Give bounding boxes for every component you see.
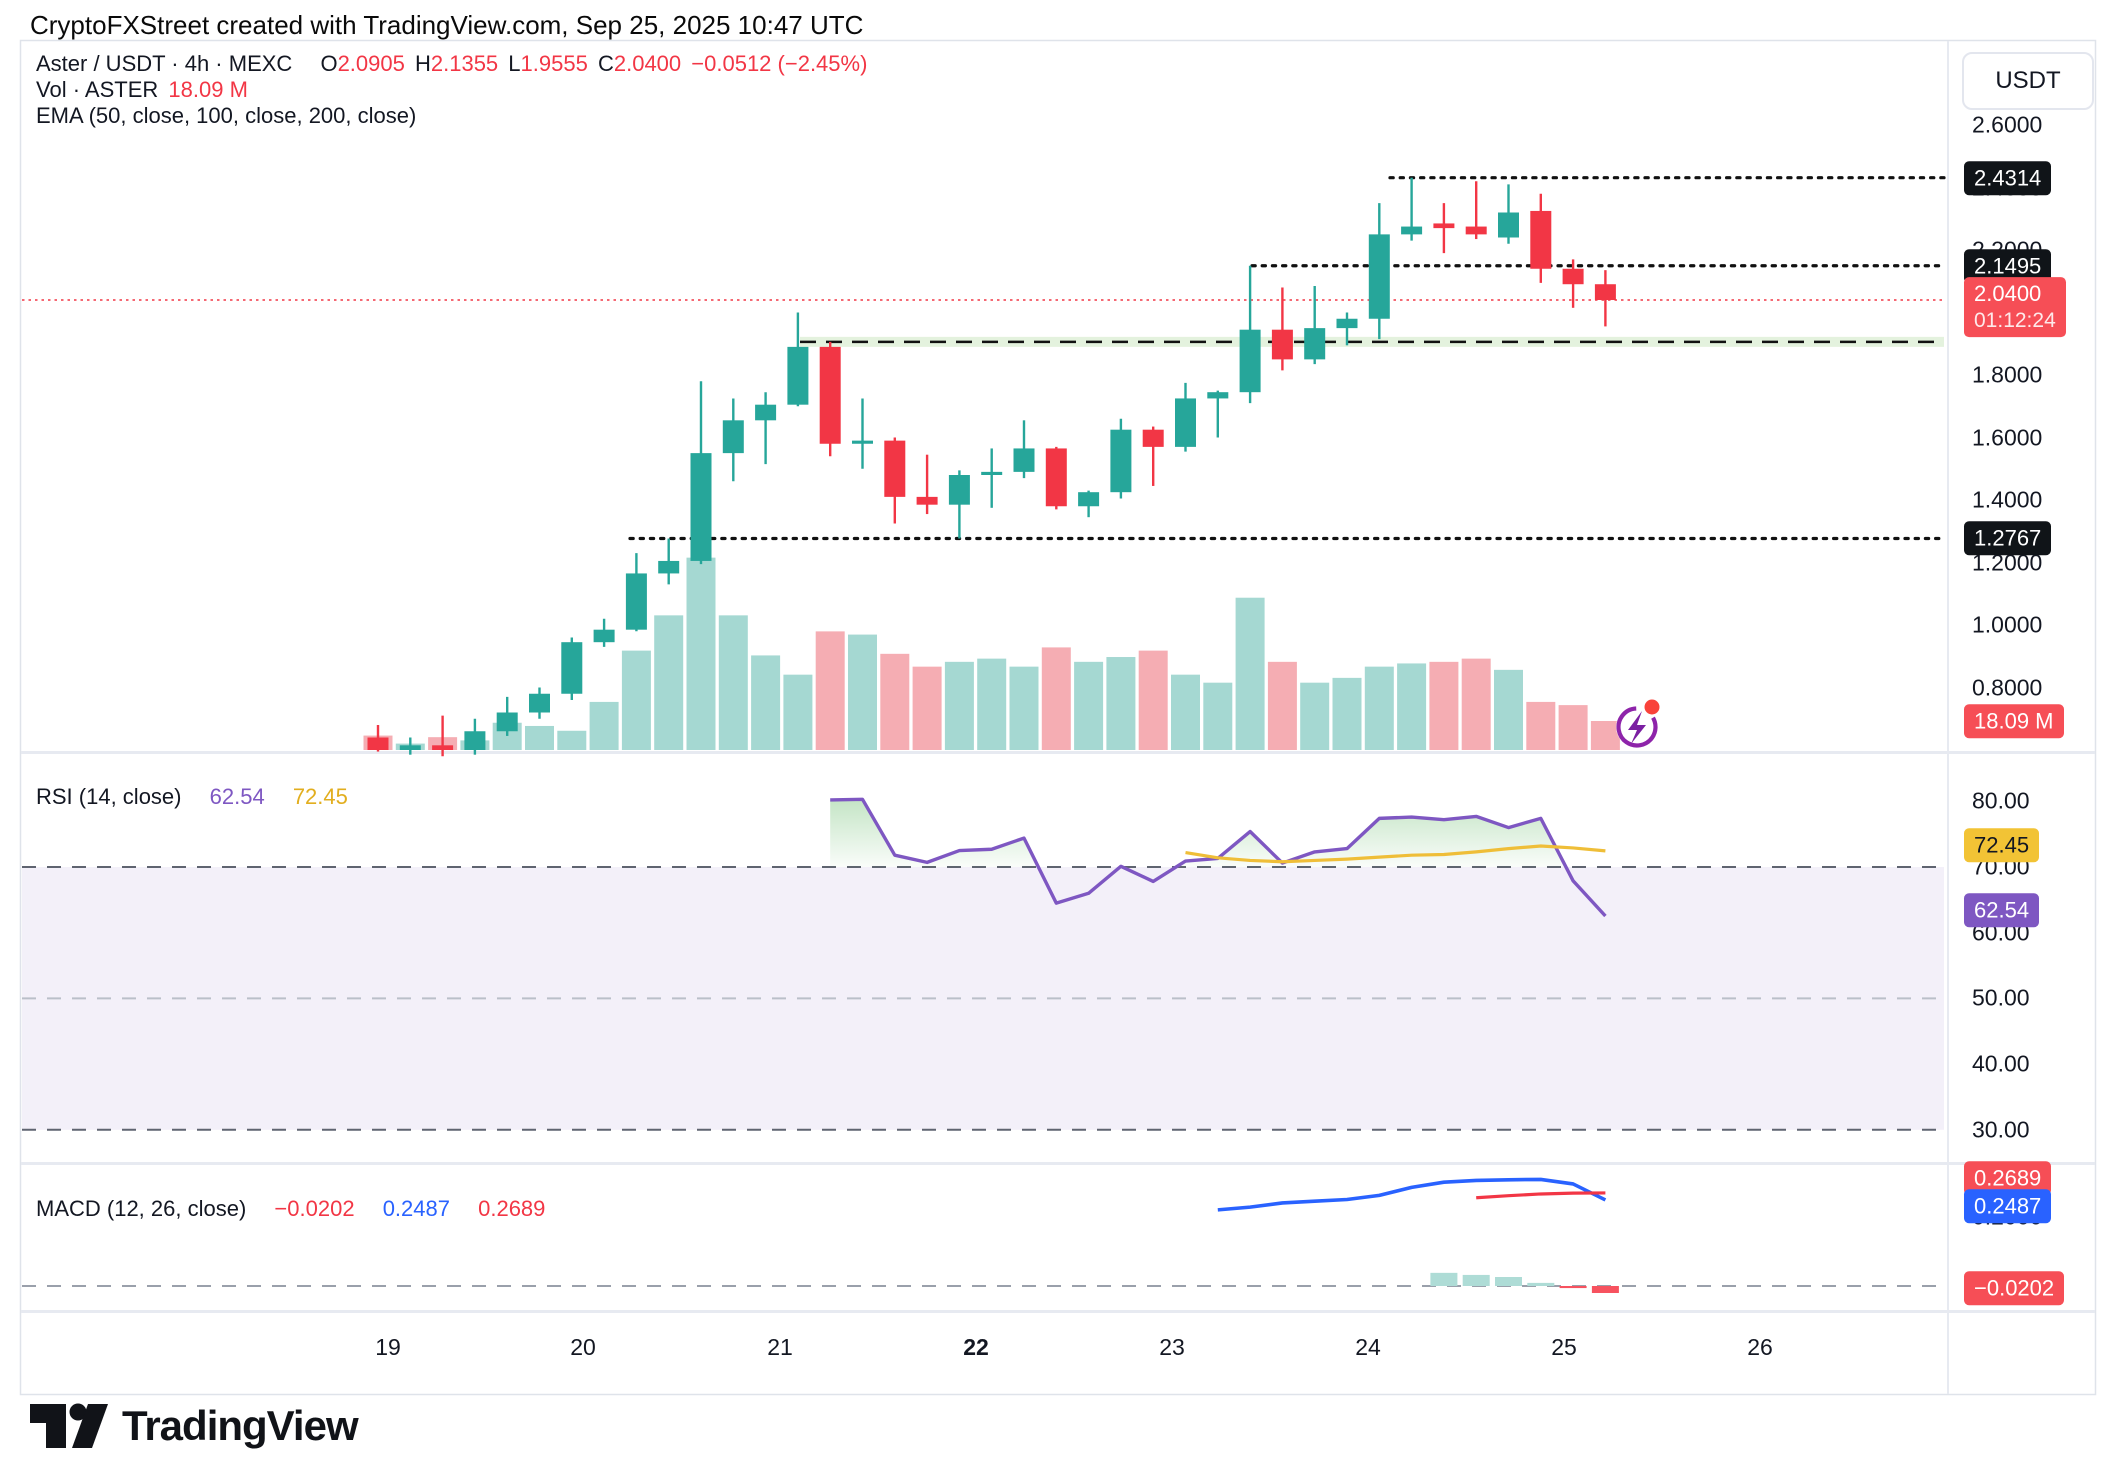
time-axis-tick-26: 26	[1747, 1334, 1773, 1360]
rsi-axis-tick: 80.00	[1972, 787, 2030, 814]
rsi-ma-badge: 72.45	[1964, 828, 2040, 862]
rsi-label: RSI (14, close)	[36, 784, 182, 809]
tradingview-brand-text: TradingView	[122, 1402, 359, 1449]
ema-legend-row: EMA (50, close, 100, close, 200, close)	[36, 103, 420, 129]
change-value: −0.0512 (−2.45%)	[691, 51, 868, 76]
volume-bars	[363, 557, 1620, 750]
tradingview-mark-icon	[30, 1403, 108, 1448]
ohlc-open-label: O	[320, 51, 338, 76]
cryptofxstreet-logo-icon	[1616, 699, 1660, 748]
time-axis-tick-21: 21	[767, 1334, 793, 1360]
price-axis-tick: 1.0000	[1972, 611, 2043, 638]
macd-legend-row: MACD (12, 26, close) −0.0202 0.2487 0.26…	[36, 1196, 549, 1222]
ema-label: EMA (50, close, 100, close, 200, close)	[36, 103, 417, 128]
macd-signal-badge: 0.2689	[1964, 1161, 2052, 1195]
macd-signal-line	[1476, 1191, 1606, 1200]
time-axis-tick-22: 22	[963, 1334, 989, 1360]
price-axis-tick: 0.8000	[1972, 674, 2043, 700]
ohlc-close-value: 2.0400	[613, 51, 682, 76]
last-price-badge: 2.0400 01:12:24	[1964, 277, 2066, 337]
rsi-ma-value: 72.45	[292, 784, 348, 809]
rsi-value: 62.54	[209, 784, 265, 809]
symbol-title: Aster / USDT · 4h · MEXC	[36, 51, 293, 76]
currency-selector-button[interactable]: USDT	[1962, 52, 2094, 110]
time-axis-tick-24: 24	[1355, 1334, 1381, 1360]
ohlc-open-value: 2.0905	[337, 51, 405, 76]
macd-histogram	[1430, 1272, 1619, 1293]
macd-label: MACD (12, 26, close)	[36, 1196, 247, 1221]
ohlc-close-label: C	[597, 51, 614, 76]
volume-value: 18.09 M	[168, 77, 248, 102]
ohlc-low-value: 1.9555	[520, 51, 588, 76]
volume-legend-row: Vol · ASTER 18.09 M	[36, 77, 252, 103]
volume-badge: 18.09 M	[1964, 704, 2064, 738]
price-axis-tick: 1.6000	[1972, 424, 2043, 450]
rsi-axis-tick: 30.00	[1972, 1116, 2030, 1143]
candlestick-series	[367, 177, 1616, 757]
rsi-badge: 62.54	[1964, 893, 2040, 927]
macd-hist-badge: −0.0202	[1964, 1271, 2065, 1305]
support-level-dashed-line	[800, 336, 1944, 347]
price-axis-tick: 2.6000	[1972, 111, 2043, 138]
rsi-axis-tick: 50.00	[1972, 984, 2030, 1011]
macd-signal-value: 0.2689	[478, 1196, 546, 1221]
symbol-legend-row: Aster / USDT · 4h · MEXC O2.0905 H2.1355…	[36, 51, 871, 77]
tradingview-footer-logo: TradingView	[30, 1398, 359, 1454]
rsi-legend-row: RSI (14, close) 62.54 72.45	[36, 784, 352, 810]
bar-countdown: 01:12:24	[1974, 308, 2056, 332]
price-level-badge-high: 2.4314	[1964, 161, 2052, 195]
time-axis-tick-23: 23	[1159, 1334, 1185, 1360]
macd-line-badge: 0.2487	[1964, 1189, 2052, 1223]
ohlc-high-value: 2.1355	[430, 51, 499, 76]
rsi-axis-tick: 40.00	[1972, 1050, 2030, 1077]
attribution-text: CryptoFXStreet created with TradingView.…	[30, 10, 864, 40]
macd-line-value: 0.2487	[382, 1196, 450, 1221]
volume-label: Vol · ASTER	[36, 77, 159, 102]
rsi-overbought-fill	[830, 799, 1606, 867]
macd-hist-value: −0.0202	[274, 1196, 355, 1221]
ohlc-high-label: H	[414, 51, 431, 76]
macd-line	[1217, 1177, 1607, 1212]
price-axis-tick: 1.4000	[1972, 486, 2043, 513]
last-price-value: 2.0400	[1974, 281, 2042, 307]
time-axis-tick-19: 19	[375, 1334, 401, 1360]
time-axis-tick-20: 20	[570, 1334, 596, 1360]
price-axis-tick: 1.8000	[1972, 361, 2043, 388]
time-axis-tick-25: 25	[1551, 1334, 1577, 1360]
price-level-badge-low: 1.2767	[1964, 521, 2052, 555]
ohlc-low-label: L	[508, 51, 521, 76]
rsi-ma-line	[1185, 844, 1606, 864]
